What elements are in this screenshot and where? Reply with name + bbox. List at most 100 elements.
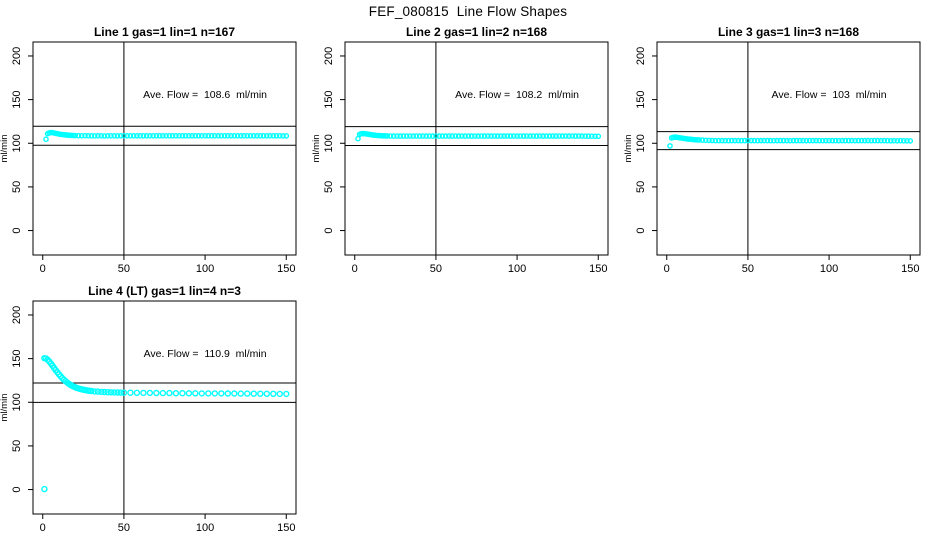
data-point bbox=[150, 133, 156, 139]
data-point bbox=[585, 133, 592, 139]
data-point bbox=[117, 133, 124, 139]
data-point bbox=[826, 137, 832, 144]
data-point bbox=[257, 133, 264, 139]
data-point bbox=[774, 137, 780, 144]
y-tick-label: 50 bbox=[323, 181, 335, 193]
data-point bbox=[865, 137, 871, 144]
data-point bbox=[536, 133, 543, 139]
data-point bbox=[510, 133, 517, 139]
data-point bbox=[355, 135, 361, 142]
data-point bbox=[72, 132, 78, 139]
data-point bbox=[741, 137, 748, 144]
y-tick-label: 200 bbox=[323, 47, 335, 65]
data-point bbox=[829, 137, 836, 144]
data-point bbox=[475, 133, 481, 139]
data-point bbox=[117, 389, 124, 396]
panel-title-line-1: Line 1 gas=1 lin=1 n=167 bbox=[93, 25, 236, 39]
data-point bbox=[205, 390, 212, 397]
data-point bbox=[110, 389, 118, 396]
data-point bbox=[211, 390, 219, 397]
data-point bbox=[787, 137, 793, 144]
data-point bbox=[839, 137, 845, 144]
data-point bbox=[270, 133, 277, 139]
data-point bbox=[114, 389, 121, 396]
data-point bbox=[228, 133, 234, 139]
data-point bbox=[501, 133, 507, 139]
data-point bbox=[276, 390, 283, 398]
data-point bbox=[107, 389, 115, 396]
x-tick-label: 150 bbox=[277, 263, 295, 275]
x-tick-label: 0 bbox=[40, 263, 46, 275]
data-point bbox=[250, 133, 257, 139]
data-point bbox=[176, 133, 182, 139]
data-point bbox=[777, 137, 784, 144]
data-point bbox=[433, 133, 439, 139]
data-point bbox=[871, 137, 878, 144]
y-tick-label: 150 bbox=[323, 90, 335, 108]
data-point bbox=[771, 137, 777, 144]
y-tick-label: 150 bbox=[635, 90, 647, 108]
data-point bbox=[231, 133, 238, 139]
data-point bbox=[735, 137, 741, 144]
data-point bbox=[790, 137, 797, 144]
data-point bbox=[556, 133, 563, 139]
data-point bbox=[592, 133, 598, 140]
data-point bbox=[244, 390, 251, 397]
main-title: FEF_080815 Line Flow Shapes bbox=[368, 4, 568, 19]
x-tick-label: 100 bbox=[508, 263, 526, 275]
data-point bbox=[241, 133, 247, 139]
y-tick-label: 100 bbox=[11, 134, 23, 152]
y-axis-label: ml/min bbox=[624, 135, 634, 163]
data-point bbox=[244, 133, 251, 139]
data-point bbox=[761, 137, 767, 144]
data-point bbox=[195, 133, 202, 139]
data-point bbox=[530, 133, 537, 139]
data-point bbox=[104, 133, 111, 139]
data-point bbox=[133, 389, 141, 397]
data-point bbox=[403, 133, 410, 139]
data-point bbox=[273, 133, 280, 139]
data-point bbox=[465, 133, 472, 139]
plot-box bbox=[32, 300, 297, 515]
data-point bbox=[78, 133, 85, 139]
x-tick-label: 150 bbox=[589, 263, 607, 275]
data-point bbox=[488, 133, 494, 139]
panel-title-line-3: Line 3 gas=1 lin=3 n=168 bbox=[717, 25, 860, 39]
data-point bbox=[696, 137, 702, 143]
plot-line-2: 0 50 100 150 0 50 100 150 200 ml/min Ave. Flow = 1… bbox=[312, 41, 609, 275]
x-tick-label: 0 bbox=[40, 522, 46, 534]
data-point bbox=[224, 390, 232, 397]
data-point bbox=[491, 133, 498, 139]
x-tick-label: 100 bbox=[196, 522, 214, 534]
data-point bbox=[426, 133, 433, 139]
data-points bbox=[43, 129, 290, 142]
plot-box bbox=[656, 41, 921, 256]
data-point bbox=[884, 137, 891, 144]
data-point bbox=[163, 133, 169, 139]
x-tick-label: 100 bbox=[196, 263, 214, 275]
data-point bbox=[88, 133, 95, 139]
y-tick-label: 200 bbox=[635, 47, 647, 65]
data-point bbox=[234, 133, 241, 139]
data-point bbox=[897, 137, 904, 144]
data-point bbox=[452, 133, 459, 139]
data-point bbox=[751, 137, 758, 144]
data-point bbox=[108, 133, 114, 139]
data-point bbox=[861, 137, 868, 144]
data-point bbox=[146, 389, 154, 397]
data-point bbox=[423, 133, 429, 139]
data-point bbox=[504, 133, 511, 139]
y-axis-label: ml/min bbox=[312, 135, 322, 163]
y-tick-label: 50 bbox=[11, 440, 23, 452]
data-point bbox=[85, 133, 91, 139]
panel-title-line-2: Line 2 gas=1 lin=2 n=168 bbox=[405, 25, 548, 39]
data-point bbox=[806, 137, 813, 144]
data-point bbox=[211, 133, 218, 139]
data-point bbox=[75, 132, 82, 139]
panel-line-3: 0 50 100 150 0 50 100 150 200 ml/min Ave. Flow = 1… bbox=[624, 16, 936, 275]
panel-line-2: 0 50 100 150 0 50 100 150 200 ml/min Ave. Flow = 1… bbox=[312, 16, 624, 275]
data-point bbox=[153, 389, 160, 397]
x-tick-label: 0 bbox=[352, 263, 358, 275]
data-point bbox=[127, 389, 134, 396]
data-point bbox=[140, 133, 147, 139]
